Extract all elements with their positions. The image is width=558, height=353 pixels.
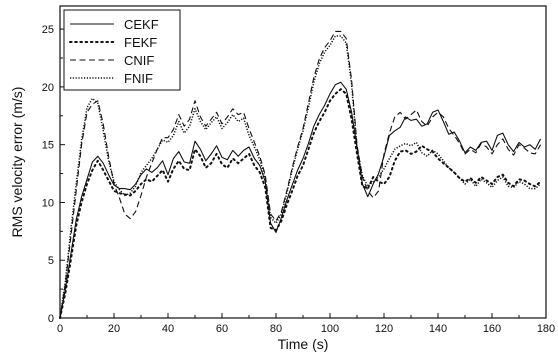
x-tick-label: 0 [57, 323, 63, 335]
y-tick-label: 0 [48, 313, 54, 325]
plot-area: 0 20 40 60 80 100 120 140 160 180 0 5 10 15 20 25 [42, 5, 555, 335]
legend-box [63, 9, 181, 91]
x-tick-label: 60 [216, 323, 228, 335]
x-tick-label: 40 [162, 323, 174, 335]
x-tick-label: 100 [321, 323, 339, 335]
y-tick-label: 20 [42, 82, 54, 94]
legend-label-cnif: CNIF [124, 53, 154, 68]
x-tick-label: 160 [483, 323, 501, 335]
series-line-fekf [59, 88, 542, 319]
x-tick-label: 180 [537, 323, 555, 335]
series-line-cnif [59, 30, 542, 319]
series-layer [59, 30, 542, 319]
legend-label-fnif: FNIF [124, 71, 153, 86]
x-tick-label: 120 [375, 323, 393, 335]
y-tick-label: 5 [48, 255, 54, 267]
series-line-cekf [59, 81, 542, 319]
legend: CEKF FEKF CNIF FNIF [63, 9, 181, 91]
legend-items: CEKF FEKF CNIF FNIF [69, 17, 159, 86]
x-axis-ticks: 0 20 40 60 80 100 120 140 160 180 [57, 313, 555, 335]
y-tick-label: 15 [42, 140, 54, 152]
legend-label-fekf: FEKF [124, 35, 157, 50]
legend-label-cekf: CEKF [124, 17, 159, 32]
x-tick-label: 140 [429, 323, 447, 335]
x-tick-label: 20 [108, 323, 120, 335]
y-axis-label: RMS velocity error (m/s) [9, 87, 25, 238]
y-axis-ticks: 0 5 10 15 20 25 [42, 24, 65, 325]
y-tick-label: 10 [42, 197, 54, 209]
x-axis-label: Time (s) [278, 336, 329, 352]
y-tick-label: 25 [42, 24, 54, 36]
x-tick-label: 80 [270, 323, 282, 335]
